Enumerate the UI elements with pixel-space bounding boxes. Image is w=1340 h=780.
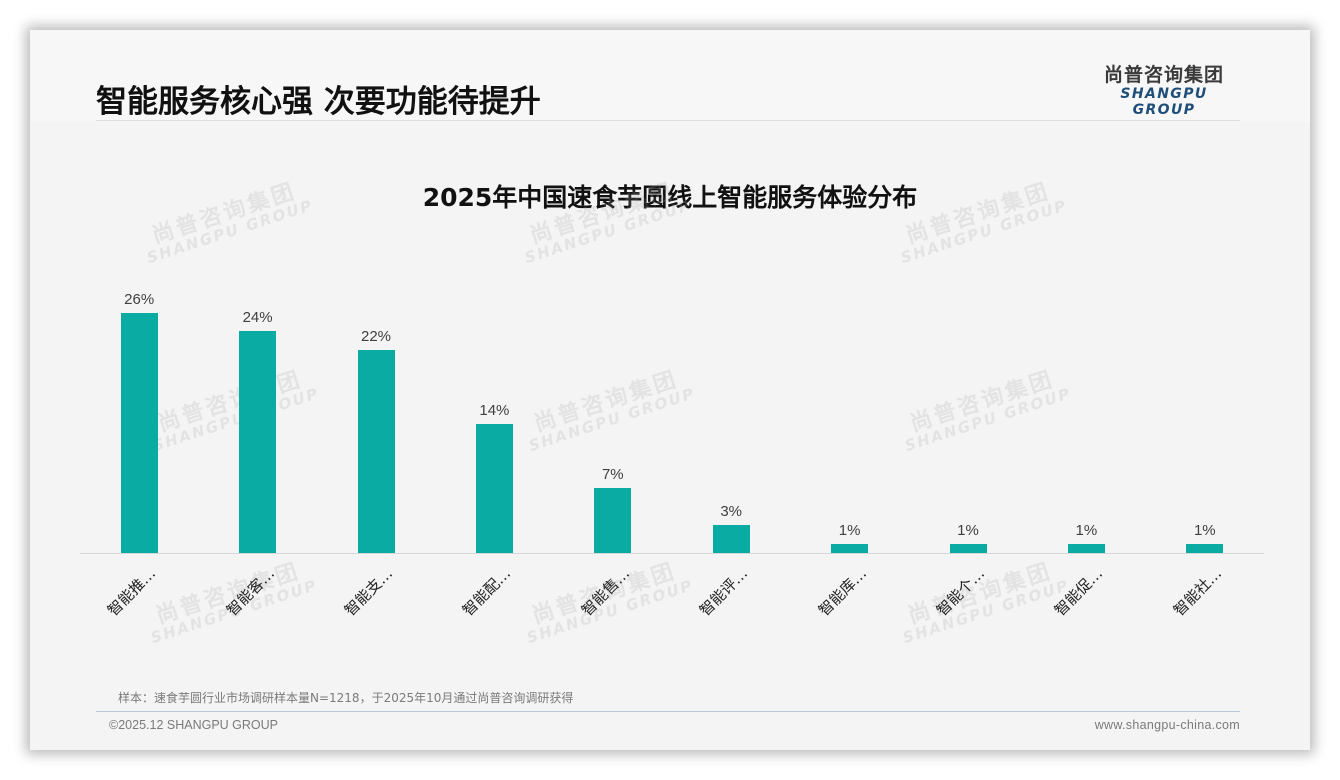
bar-value-label: 26% (124, 291, 155, 308)
bar-value-label: 22% (360, 327, 392, 345)
bar[interactable] (357, 349, 395, 553)
category-label: 智能客… (222, 564, 278, 620)
watermark: 尚普咨询集团 SHANGPU GROUP (520, 364, 698, 455)
bar-value-label: 3% (720, 503, 743, 521)
bar[interactable] (594, 488, 632, 553)
bar-value-label: 7% (601, 466, 624, 484)
footer-divider (96, 711, 1240, 712)
company-logo: 尚普咨询集团 SHANGPU GROUP (1088, 64, 1240, 118)
chart-title: 2025年中国速食芋圆线上智能服务体验分布 (422, 183, 918, 212)
bar-value-label: 14% (479, 401, 510, 419)
bar[interactable] (949, 543, 987, 553)
category-label: 智能支… (340, 564, 397, 620)
category-label: 智能配… (459, 564, 515, 620)
bar-value-label: 24% (242, 309, 273, 327)
category-label: 智能促… (1051, 564, 1107, 620)
watermark: 尚普咨询集团 SHANGPU GROUP (894, 556, 1072, 647)
website-link[interactable]: www.shangpu-china.com (1094, 718, 1240, 732)
category-label: 智能售… (577, 564, 633, 620)
category-label: 智能社… (1169, 564, 1225, 620)
header-divider (96, 120, 1240, 121)
watermark-cn: 尚普咨询集团 (531, 366, 682, 438)
watermark-en: SHANGPU GROUP (526, 384, 698, 456)
header-band (30, 30, 1310, 122)
bar[interactable] (1186, 543, 1224, 553)
bar[interactable] (475, 423, 513, 553)
watermark: 尚普咨询集团 SHANGPU GROUP (896, 364, 1074, 455)
page-title: 智能服务核心强 次要功能待提升 (96, 84, 541, 120)
bar-value-label: 1% (1075, 521, 1098, 539)
category-label: 智能评… (696, 564, 752, 620)
bar[interactable] (831, 543, 869, 553)
bar[interactable] (1067, 543, 1105, 553)
slide-card: 智能服务核心强 次要功能待提升 尚普咨询集团 SHANGPU GROUP 202… (30, 30, 1310, 750)
watermark-cn: 尚普咨询集团 (155, 366, 306, 438)
logo-cn-text: 尚普咨询集团 (1103, 64, 1224, 86)
sample-footnote: 样本：速食芋圆行业市场调研样本量N=1218，于2025年10月通过尚普咨询调研… (118, 691, 574, 705)
watermark-en: SHANGPU GROUP (150, 384, 322, 456)
category-label: 智能库… (814, 564, 870, 620)
logo-en-text: SHANGPU GROUP (1120, 86, 1208, 118)
bar-value-label: 1% (1193, 521, 1216, 539)
category-label: 智能推… (104, 564, 160, 620)
bar[interactable] (120, 313, 158, 553)
bar[interactable] (712, 525, 750, 553)
watermark: 尚普咨询集团 SHANGPU GROUP (144, 364, 322, 455)
watermark-en: SHANGPU GROUP (902, 384, 1074, 456)
bar[interactable] (239, 331, 277, 553)
bar-value-label: 1% (957, 521, 979, 539)
watermark-cn: 尚普咨询集团 (907, 366, 1058, 438)
category-label: 智能个… (932, 564, 989, 620)
copyright-text: ©2025.12 SHANGPU GROUP (109, 718, 278, 732)
x-axis-line (80, 553, 1264, 554)
bar-value-label: 1% (838, 521, 861, 539)
